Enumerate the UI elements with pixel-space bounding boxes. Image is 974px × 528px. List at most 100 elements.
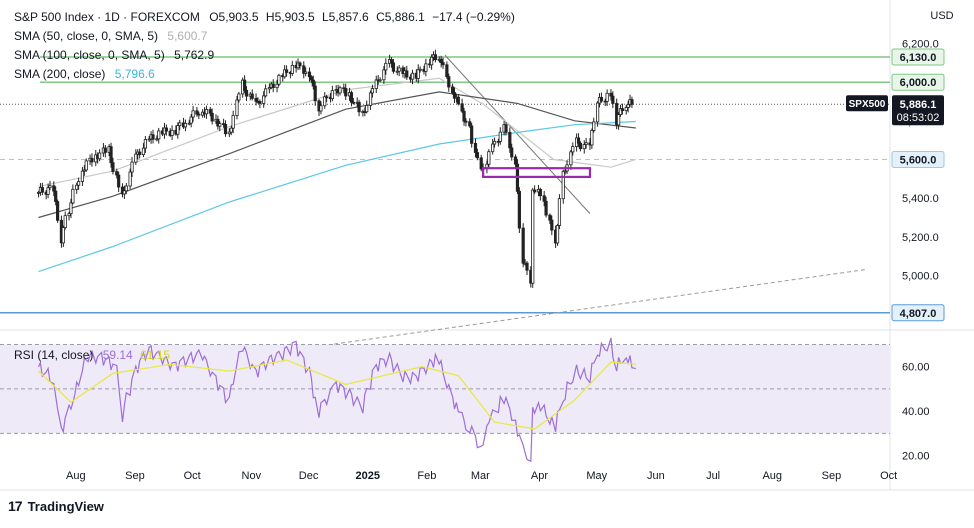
price-tick-label: 5,400.0	[902, 193, 939, 205]
candle-body	[223, 124, 228, 135]
candle-body	[69, 202, 73, 215]
candle-body	[84, 160, 88, 171]
candle-body	[311, 79, 315, 87]
candle-body	[176, 125, 180, 135]
candle-body	[338, 87, 342, 94]
candle-body	[555, 225, 560, 244]
candle-body	[384, 62, 388, 71]
tag-4807-bg	[891, 304, 945, 322]
candle-body	[183, 122, 188, 128]
candle-body	[365, 104, 369, 113]
candle-body	[626, 104, 630, 108]
candle-body	[40, 187, 44, 193]
candle-body	[433, 54, 438, 61]
last-price-tag-bg	[892, 95, 944, 126]
candle-body	[275, 83, 279, 89]
rsi-ma-value: 61.15	[140, 348, 171, 362]
candle-body	[582, 144, 586, 150]
candle-body	[395, 70, 399, 73]
candle-body	[80, 170, 85, 182]
candle-body	[479, 157, 483, 170]
change-value: −17.4 (−0.29%)	[432, 10, 515, 24]
symbol-tag-bg	[846, 95, 888, 112]
candle-body	[216, 118, 220, 127]
candle-body	[263, 88, 268, 97]
downtrend-line	[444, 54, 591, 214]
candle-body	[592, 121, 596, 131]
candle-body	[416, 68, 420, 79]
sma200-label: SMA (200, close)	[14, 67, 106, 81]
candle-body	[210, 112, 214, 122]
candle-body	[374, 79, 378, 89]
open-label: O	[209, 10, 219, 24]
candle-body	[533, 189, 537, 193]
candle-body	[405, 70, 409, 78]
candle-body	[52, 185, 56, 192]
tradingview-branding[interactable]: 17 TradingView	[8, 498, 104, 514]
candle-body	[525, 262, 529, 271]
last-price-tag-value: 5,886.1	[900, 99, 937, 111]
candle-body	[197, 113, 201, 116]
close-value: 5,886.1	[384, 10, 425, 24]
candle-body	[147, 138, 151, 141]
candle-body	[470, 125, 474, 144]
candle-body	[290, 64, 294, 74]
candle-body	[122, 190, 126, 195]
candle-body	[349, 92, 354, 103]
low-label: L	[321, 10, 329, 24]
support-zone-box	[482, 167, 592, 178]
rsi-tick-label: 40.00	[902, 406, 930, 418]
candle-body	[313, 85, 317, 102]
candle-body	[170, 129, 174, 136]
candle-body	[571, 146, 575, 153]
candle-body	[111, 162, 115, 172]
candle-body	[75, 184, 79, 190]
candle-body	[475, 152, 479, 159]
candle-body	[450, 86, 455, 93]
candle-body	[195, 110, 199, 115]
candle-body	[452, 92, 457, 99]
candle-body	[391, 62, 396, 72]
candle-body	[599, 96, 604, 102]
time-tick-label: Nov	[242, 470, 262, 482]
price-tick-label: 6,200.0	[902, 39, 939, 51]
low-value: 5,857.6	[328, 10, 369, 24]
sma200-value: 5,796.6	[114, 67, 155, 81]
tag-5600-bg	[891, 151, 945, 169]
candle-body	[615, 103, 619, 126]
time-tick-label: Jun	[647, 470, 665, 482]
price-tick-label: 5,000.0	[902, 270, 939, 282]
candle-body	[117, 174, 121, 188]
candle-body	[204, 109, 209, 115]
sma200-row[interactable]: SMA (200, close) 5,796.6	[14, 65, 515, 84]
candle-body	[510, 147, 514, 158]
candle-body	[325, 96, 329, 99]
candle-body	[54, 190, 58, 202]
candle-body	[103, 147, 107, 153]
candle-body	[576, 137, 581, 144]
candle-body	[243, 79, 247, 91]
candle-body	[124, 185, 128, 192]
time-tick-label: Mar	[471, 470, 490, 482]
candle-body	[155, 138, 159, 141]
candle-body	[439, 58, 443, 63]
candle-body	[344, 88, 348, 97]
candle-body	[258, 101, 262, 104]
candle-body	[441, 62, 445, 66]
rsi-legend[interactable]: RSI (14, close) 59.14 61.15	[14, 346, 170, 365]
close-label: C	[376, 10, 385, 24]
candle-body	[357, 101, 361, 113]
candle-body	[56, 201, 60, 221]
sma50-row[interactable]: SMA (50, close, 0, SMA, 5) 5,600.7	[14, 27, 515, 46]
chart-legend: S&P 500 Index · 1D · FOREXCOM O5,903.5 H…	[14, 8, 515, 84]
candle-body	[561, 170, 565, 200]
symbol-ohlc-row: S&P 500 Index · 1D · FOREXCOM O5,903.5 H…	[14, 8, 515, 27]
candle-body	[542, 195, 546, 202]
candle-body	[229, 127, 233, 133]
candle-body	[277, 74, 281, 85]
sma100-row[interactable]: SMA (100, close, 0, SMA, 5) 5,762.9	[14, 46, 515, 65]
candle-body	[304, 71, 308, 74]
candle-body	[584, 142, 588, 145]
rsi-label: RSI (14, close)	[14, 348, 94, 362]
